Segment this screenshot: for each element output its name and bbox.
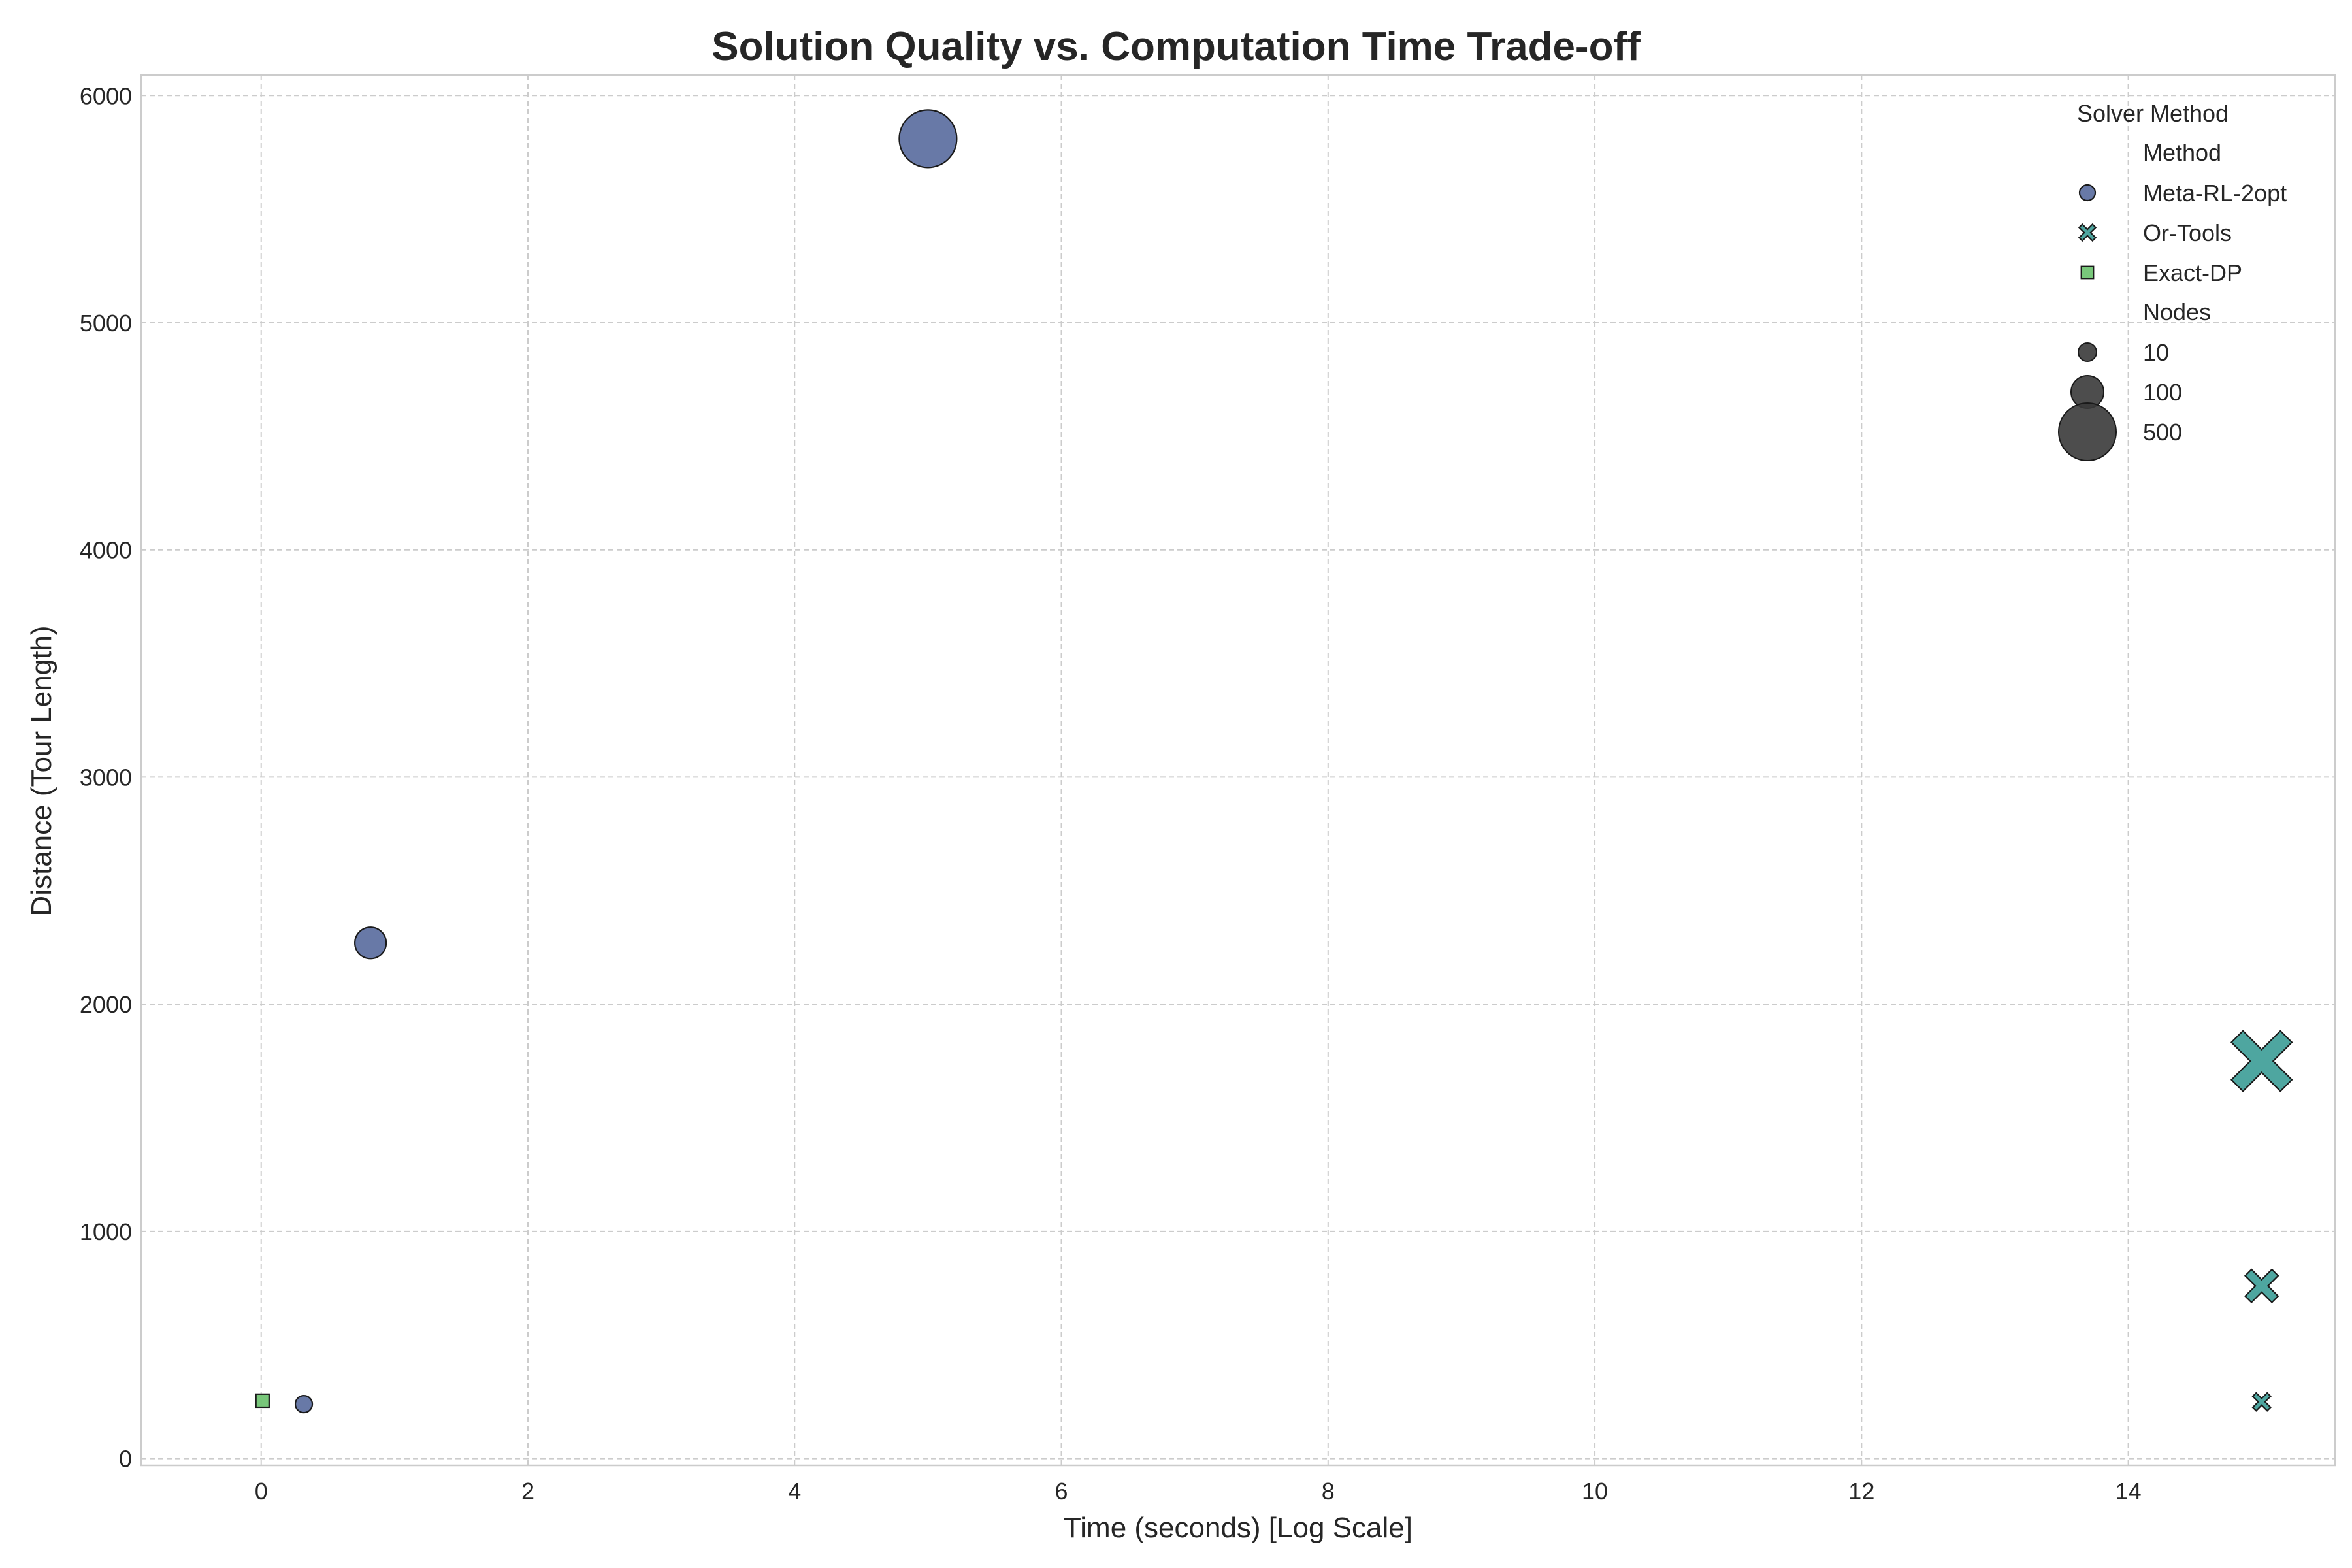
y-tick-label: 0: [119, 1446, 132, 1473]
data-point: [294, 1395, 314, 1414]
legend-size-heading: Nodes: [2143, 299, 2211, 325]
y-tick-label: 1000: [80, 1218, 132, 1245]
x-tick-label: 14: [2115, 1478, 2142, 1505]
data-point: [2251, 1392, 2272, 1412]
legend-size-label: 100: [2143, 379, 2182, 406]
x-tick-label: 12: [1848, 1478, 1874, 1505]
data-point: [2244, 1268, 2279, 1304]
legend-series-label: Exact-DP: [2143, 259, 2242, 286]
legend-size-marker: [2078, 342, 2097, 362]
y-tick-label: 2000: [80, 991, 132, 1018]
data-point: [354, 926, 387, 960]
data-point: [898, 109, 958, 169]
data-point: [255, 1393, 270, 1409]
legend-series-label: Or-Tools: [2143, 220, 2232, 246]
x-tick-label: 10: [1582, 1478, 1608, 1505]
chart-title: Solution Quality vs. Computation Time Tr…: [711, 24, 1641, 69]
axis-ticks: 0 2 4 6 8 10 12 14 0 1000 2000 3000 4000 5000 6000: [80, 82, 2142, 1505]
x-tick-label: 4: [788, 1478, 801, 1505]
x-tick-label: 2: [521, 1478, 534, 1505]
legend-series-label: Meta-RL-2opt: [2143, 180, 2287, 206]
x-tick-label: 8: [1322, 1478, 1335, 1505]
grid: [141, 75, 2335, 1465]
legend: Solver Method Method Meta-RL-2opt Or-Tools E…: [2058, 100, 2287, 461]
x-tick-label: 0: [255, 1478, 268, 1505]
x-tick-label: 6: [1055, 1478, 1068, 1505]
legend-size-marker: [2058, 402, 2117, 461]
legend-method-heading: Method: [2143, 139, 2221, 166]
legend-title: Solver Method: [2077, 100, 2229, 127]
plot-area-frame: [140, 74, 2336, 1467]
y-tick-label: 4000: [80, 537, 132, 564]
y-tick-label: 5000: [80, 310, 132, 336]
legend-size-label: 500: [2143, 419, 2182, 446]
y-axis-label: Distance (Tour Length): [25, 625, 57, 916]
y-tick-label: 6000: [80, 82, 132, 109]
legend-size-label: 10: [2143, 339, 2169, 366]
legend-marker: [2080, 265, 2095, 280]
data-points: [255, 109, 2293, 1414]
legend-marker: [2078, 223, 2097, 242]
data-point: [2230, 1030, 2293, 1092]
x-axis-label: Time (seconds) [Log Scale]: [1064, 1512, 1413, 1544]
y-tick-label: 3000: [80, 764, 132, 791]
legend-marker: [2078, 184, 2097, 202]
